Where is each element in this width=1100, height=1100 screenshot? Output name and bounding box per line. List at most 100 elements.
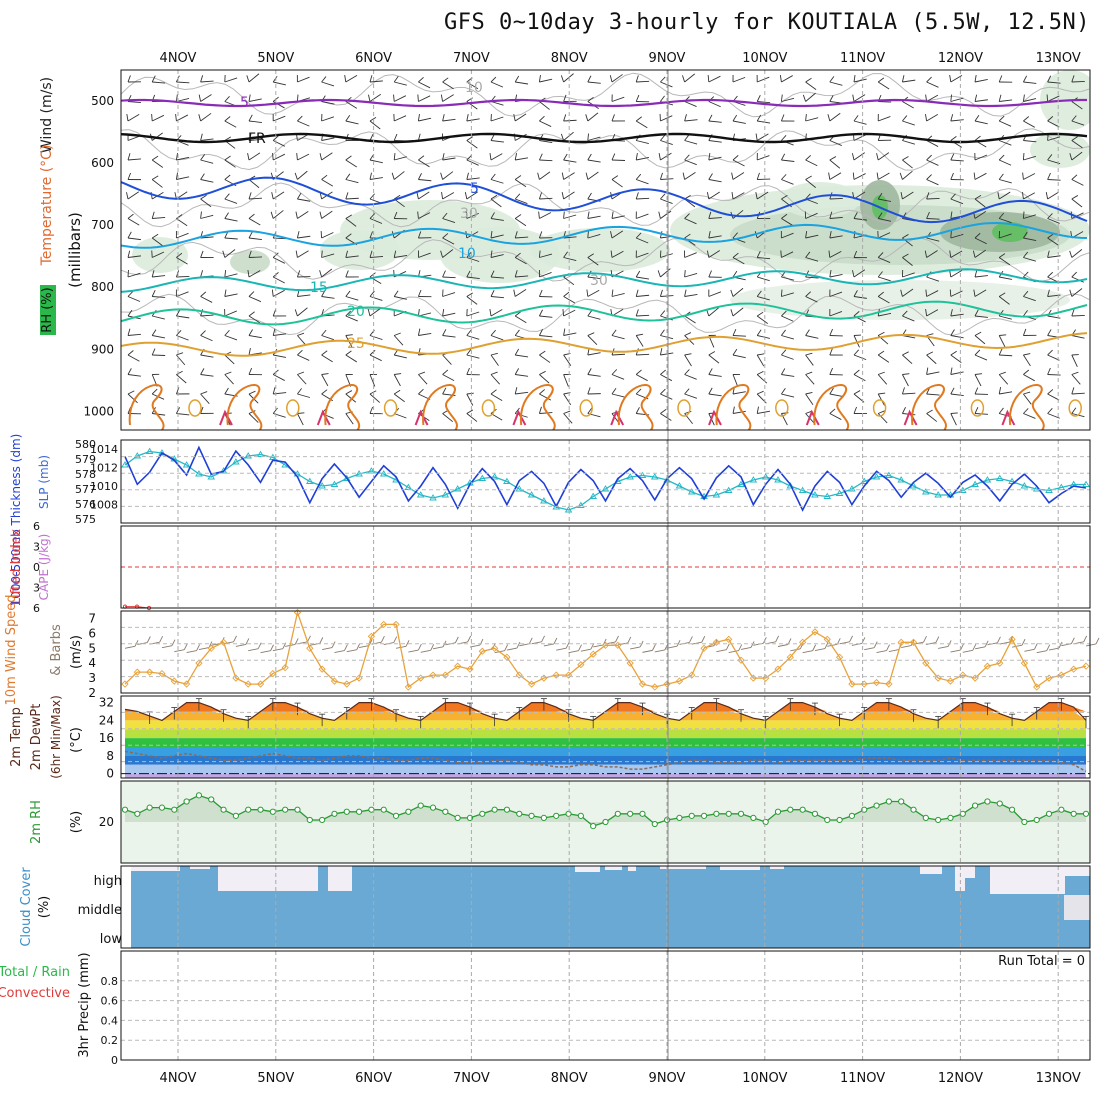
wind-barb	[708, 393, 722, 397]
wind-barb	[273, 413, 286, 418]
rh-point	[996, 800, 1003, 807]
temp-band	[125, 702, 1086, 712]
thickness-point	[885, 471, 893, 478]
rh-point	[1045, 810, 1053, 817]
wind10-point	[207, 644, 215, 652]
wind-barb-flag	[466, 392, 474, 395]
wind-barb	[732, 410, 746, 414]
wind-barb	[418, 332, 432, 336]
wind-barb-flag	[635, 270, 641, 278]
wind-barb	[902, 257, 913, 266]
wind-barb-flag	[585, 114, 589, 122]
wind-barb-flag	[974, 195, 982, 200]
wind-barb	[878, 257, 891, 264]
wind10-barb-flag	[676, 639, 681, 647]
wind-barb	[1047, 255, 1061, 258]
wind-barb	[684, 101, 697, 107]
wind-barb	[539, 271, 552, 278]
wind-barb	[127, 255, 141, 258]
wind10-barb	[568, 650, 579, 654]
wind-barb	[708, 156, 722, 161]
wind10-barb-flag	[233, 635, 237, 643]
rh-point	[811, 810, 819, 817]
wind-barb	[345, 120, 359, 125]
rh-point	[713, 810, 720, 817]
wind-barb-flag	[950, 193, 956, 200]
wind-barb-flag	[369, 250, 373, 258]
wind-barb-flag	[417, 173, 422, 180]
wind-barb	[853, 152, 865, 161]
wind-barb-flag	[973, 172, 976, 180]
wind-barb	[950, 393, 964, 396]
wind-barb-flag	[611, 329, 617, 336]
wind-barb	[1071, 140, 1083, 149]
thickness-point	[515, 485, 524, 492]
wind-barb	[926, 393, 940, 396]
wind-barb-flag	[902, 234, 909, 239]
wind-barb	[974, 172, 987, 180]
temp-contour-low	[813, 384, 850, 430]
wind-barb	[200, 296, 213, 303]
wind-barb	[563, 73, 574, 83]
wind-barb-flag	[755, 133, 758, 141]
wind-barb-flag	[999, 334, 1007, 336]
wind10-tick-label: 4	[88, 656, 96, 670]
wind-barb-flag	[418, 76, 424, 83]
wind10-barb	[580, 648, 591, 652]
wind-barb-flag	[974, 75, 977, 83]
wind10-point	[675, 677, 684, 685]
wind-barb-flag	[441, 192, 444, 200]
wind-barb	[297, 198, 311, 202]
wind10-barb-flag	[972, 644, 977, 651]
thickness-point	[330, 480, 339, 487]
wind-barb-flag	[926, 367, 929, 375]
rh-tick-label: 20	[99, 815, 114, 829]
wind-barb-flag	[998, 348, 1003, 356]
wind-barb-flag	[442, 114, 445, 122]
day-label-bottom: 13NOV	[1036, 1071, 1081, 1086]
wind-barb-flag	[757, 390, 764, 395]
wind-barb	[297, 153, 310, 161]
wind-barb	[660, 374, 673, 382]
wind-barb	[297, 211, 309, 219]
wind10-point	[133, 668, 141, 676]
wind-barb-flag	[393, 94, 395, 102]
wind10-barb	[814, 648, 826, 652]
wind-barb	[587, 257, 599, 266]
temp-contour-hot	[414, 409, 429, 426]
wind-barb-flag	[684, 233, 691, 239]
wind-barb-flag	[926, 154, 932, 161]
wind-barb	[127, 191, 140, 200]
wind-barb-flag	[368, 94, 371, 102]
wind-barb-flag	[974, 232, 981, 239]
wind-barb-flag	[393, 76, 399, 83]
temp2m-tick-label: 16	[99, 731, 114, 745]
wind-barb	[442, 237, 455, 245]
wind10-barb-flag	[578, 644, 582, 651]
wind-barb	[635, 335, 644, 347]
wind-barb-flag	[321, 76, 327, 83]
wind-barb-flag	[1069, 153, 1073, 161]
wind10-barb-flag	[873, 641, 878, 648]
wind-barb	[442, 354, 452, 365]
wind-barb	[829, 274, 843, 278]
wind-barb	[902, 120, 915, 126]
wind-barb	[321, 268, 333, 278]
wind-barb-flag	[127, 231, 132, 239]
wind-barb-flag	[732, 270, 738, 278]
wind-barb	[902, 374, 909, 387]
wind-barb-flag	[635, 348, 639, 356]
wind-barb-flag	[345, 173, 351, 180]
wind-barb	[757, 296, 770, 301]
wind-barb	[466, 140, 478, 149]
wind10-point	[712, 638, 721, 646]
wind-barb-flag	[926, 333, 934, 336]
wind10-barb-flag	[541, 635, 545, 643]
wind10-barb-flag	[615, 635, 619, 643]
wind-barb	[466, 118, 480, 122]
wind-barb-flag	[926, 192, 930, 200]
wind-barb	[1047, 393, 1060, 401]
wind10-barb-flag	[516, 641, 521, 649]
wind-barb-flag	[853, 212, 858, 219]
wind-barb	[273, 81, 286, 86]
